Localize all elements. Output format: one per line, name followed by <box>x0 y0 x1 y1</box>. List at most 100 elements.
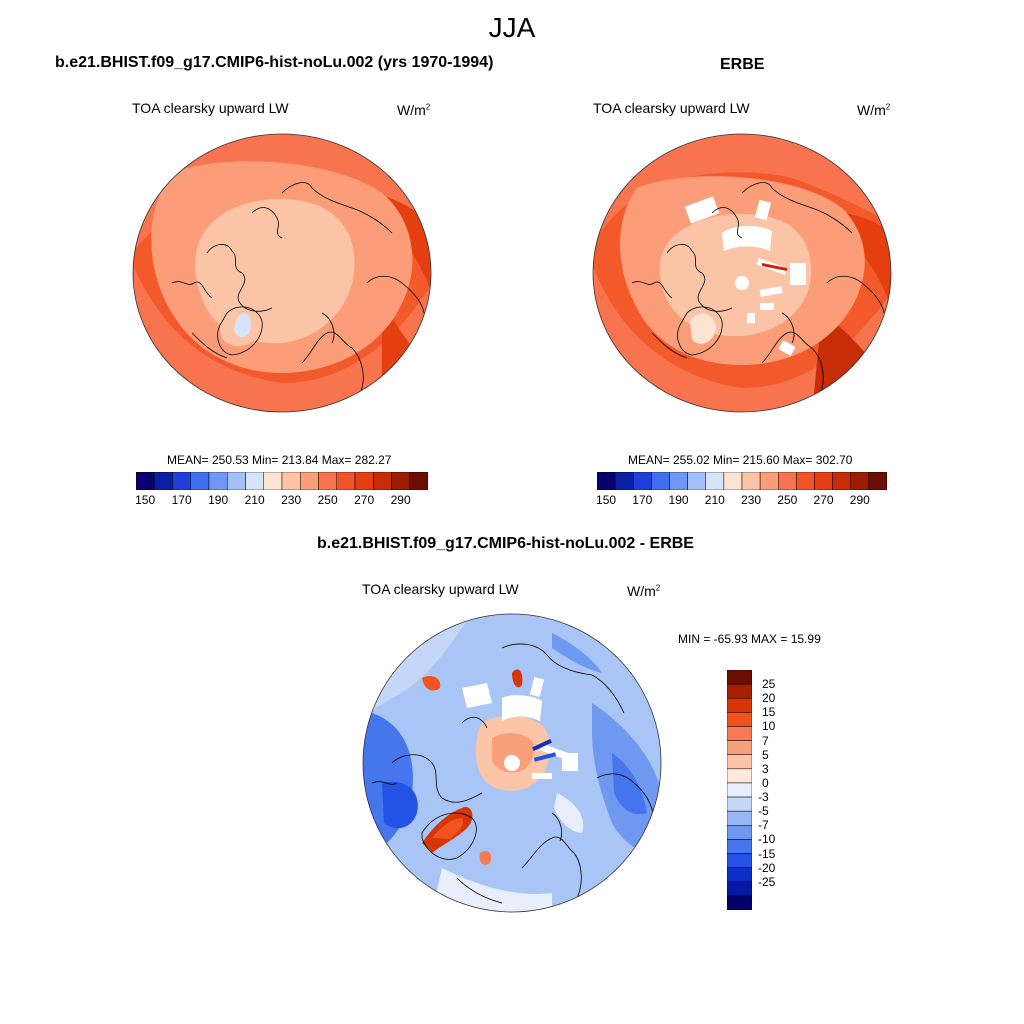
panel2-variable-label: TOA clearsky upward LW <box>593 100 750 116</box>
panel1-colorbar-swatch <box>391 472 410 490</box>
panel1-colorbar-swatch <box>300 472 319 490</box>
panel3-colorbar-tick-label: 3 <box>762 761 769 776</box>
panel1-colorbar-swatch <box>263 472 283 490</box>
panel3-colorbar-tick-label: 7 <box>762 733 769 748</box>
panel1-variable-label: TOA clearsky upward LW <box>132 100 289 116</box>
panel1-coastlines <box>171 182 425 394</box>
panel2-colorbar-tick-label: 190 <box>668 493 689 507</box>
panel2-colorbar-swatch <box>614 472 634 490</box>
panel2-colorbar-tick-label: 150 <box>596 493 617 507</box>
panel1-colorbar-swatch <box>409 472 428 490</box>
panel1-colorbar-swatch <box>245 472 264 490</box>
panel3-colorbar-swatch <box>727 867 752 883</box>
panel3-colorbar-tick-label: -20 <box>758 860 776 875</box>
panel3-colorbar-swatch <box>727 881 752 897</box>
panel1-field-greenland <box>234 313 251 338</box>
panel3-colorbar-swatch <box>727 810 752 826</box>
panel3-colorbar-tick-label: 20 <box>762 691 776 706</box>
panel3-colorbar-tick-label: 15 <box>762 705 776 720</box>
panel3-colorbar-tick-label: 0 <box>762 775 769 790</box>
panel3-colorbar-tick-label: -3 <box>758 790 769 805</box>
panel1-title: b.e21.BHIST.f09_g17.CMIP6-hist-noLu.002 … <box>55 54 494 71</box>
panel1-colorbar-swatch <box>373 472 392 490</box>
panel2-colorbar-swatch <box>633 472 652 490</box>
panel2-title: ERBE <box>720 56 765 73</box>
panel3-polar-map <box>362 613 662 913</box>
panel3-colorbar-tick-label: -10 <box>758 832 776 847</box>
panel2-colorbar-swatch <box>850 472 870 490</box>
panel1-colorbar-tick-label: 270 <box>354 493 375 507</box>
panel3-colorbar <box>727 670 752 910</box>
panel1-map-border <box>132 133 432 413</box>
panel2-colorbar-swatch <box>705 472 725 490</box>
panel3-colorbar-swatch <box>727 768 752 784</box>
panel3-colorbar-swatch <box>727 825 752 840</box>
panel3-colorbar-swatch <box>727 839 752 854</box>
panel2-map-border <box>592 133 892 413</box>
panel3-colorbar-tick-label: 25 <box>762 677 776 692</box>
panel1-units: W/m2 <box>397 102 431 118</box>
panel2-colorbar-swatch <box>651 472 670 490</box>
panel3-colorbar-tick-label: -25 <box>758 874 776 889</box>
panel1-colorbar-labels: 150 170 190 210 230 250 270 290 <box>135 493 428 509</box>
panel3-colorbar-swatch <box>727 782 752 798</box>
panel3-colorbar-swatch <box>727 683 752 699</box>
panel1-colorbar-tick-label: 170 <box>171 493 192 507</box>
panel3-colorbar-tick-label: 10 <box>762 719 776 734</box>
panel2-missing-data <box>684 196 806 356</box>
panel2-colorbar-tick-label: 170 <box>632 493 653 507</box>
panel2-colorbar-tick-label: 270 <box>813 493 834 507</box>
panel3-colorbar-swatch <box>727 740 752 755</box>
panel1-colorbar-tick-label: 190 <box>208 493 229 507</box>
panel3-stats: MIN = -65.93 MAX = 15.99 <box>678 632 821 646</box>
panel3-colorbar-labels: 25 20 15 10 7 5 3 0 -3 -5 -7 -10 -15 -20 -25 <box>758 670 798 910</box>
panel1-colorbar-swatch <box>190 472 210 490</box>
panel1-colorbar-swatch <box>281 472 301 490</box>
panel2-colorbar-swatch <box>669 472 688 490</box>
panel2-colorbar-swatch <box>868 472 887 490</box>
panel2-colorbar-swatch <box>832 472 851 490</box>
panel1-colorbar-tick-label: 230 <box>281 493 302 507</box>
panel1-colorbar-tick-label: 290 <box>390 493 411 507</box>
panel2-colorbar-swatch <box>597 472 616 490</box>
panel1-colorbar-swatch <box>354 472 374 490</box>
panel3-variable-label: TOA clearsky upward LW <box>362 581 519 597</box>
panel2-colorbar-swatch <box>814 472 833 490</box>
panel2-colorbar-labels: 150 170 190 210 230 250 270 290 <box>596 493 887 509</box>
panel2-coastlines <box>631 182 885 394</box>
panel3-colorbar-swatch <box>727 853 752 868</box>
panel1-colorbar-swatch <box>318 472 337 490</box>
panel2-units: W/m2 <box>857 102 891 118</box>
panel2-colorbar-tick-label: 290 <box>849 493 870 507</box>
panel1-colorbar-tick-label: 150 <box>135 493 156 507</box>
panel1-colorbar-tick-label: 250 <box>317 493 338 507</box>
panel2-colorbar-swatch <box>723 472 743 490</box>
panel2-colorbar-swatch <box>778 472 797 490</box>
panel2-colorbar <box>597 472 887 490</box>
panel2-colorbar-swatch <box>741 472 761 490</box>
panel1-polar-map <box>132 133 432 413</box>
panel1-colorbar-swatch <box>136 472 155 490</box>
panel3-colorbar-swatch <box>727 712 752 727</box>
panel3-colorbar-swatch <box>727 895 752 910</box>
panel1-colorbar-swatch <box>172 472 191 490</box>
panel3-units: W/m2 <box>627 583 661 599</box>
panel3-colorbar-swatch <box>727 697 752 713</box>
panel2-stats: MEAN= 255.02 Min= 215.60 Max= 302.70 <box>628 453 853 467</box>
panel2-colorbar-swatch <box>759 472 779 490</box>
panel1-colorbar-swatch <box>208 472 228 490</box>
panel1-colorbar-swatch <box>227 472 246 490</box>
panel1-field-ring <box>133 134 431 253</box>
panel3-colorbar-tick-label: 5 <box>762 747 769 762</box>
panel1-colorbar-tick-label: 210 <box>244 493 265 507</box>
panel2-colorbar-tick-label: 210 <box>704 493 725 507</box>
panel2-colorbar-swatch <box>796 472 815 490</box>
panel1-colorbar-swatch <box>336 472 356 490</box>
panel1-colorbar <box>136 472 428 490</box>
panel3-missing-data <box>462 677 578 779</box>
panel3-colorbar-tick-label: -5 <box>758 804 769 819</box>
panel3-colorbar-swatch <box>727 670 752 685</box>
panel3-colorbar-tick-label: -15 <box>758 846 776 861</box>
panel3-coastlines <box>371 643 655 904</box>
panel3-colorbar-tick-label: -7 <box>758 818 769 833</box>
